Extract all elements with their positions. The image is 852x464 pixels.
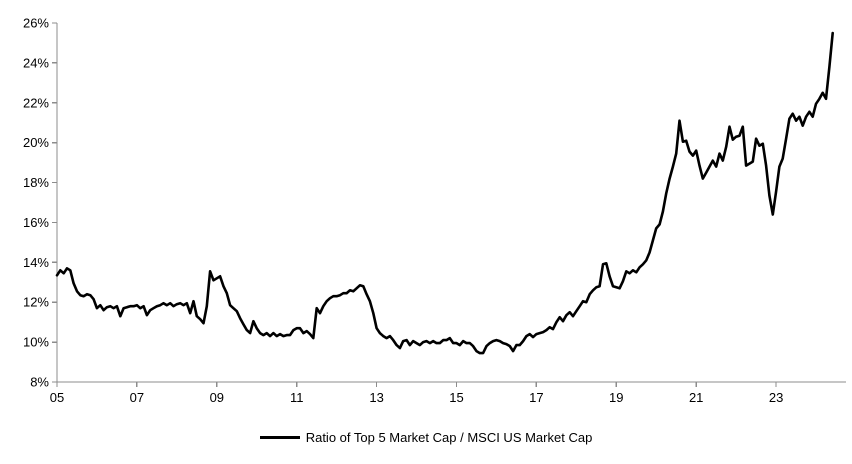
y-tick-label: 12%	[23, 295, 49, 310]
x-tick-label: 05	[50, 390, 64, 405]
x-tick-label: 11	[290, 390, 304, 405]
x-tick-label: 17	[529, 390, 543, 405]
ratio-series-line	[55, 31, 835, 355]
y-tick-label: 18%	[23, 175, 49, 190]
legend-label: Ratio of Top 5 Market Cap / MSCI US Mark…	[305, 430, 593, 445]
y-tick-label: 10%	[23, 335, 49, 350]
y-tick-label: 8%	[30, 375, 49, 390]
y-tick-label: 26%	[23, 16, 49, 31]
x-tick-label: 19	[609, 390, 623, 405]
x-tick-label: 09	[210, 390, 224, 405]
x-tick-label: 21	[689, 390, 703, 405]
y-tick-label: 22%	[23, 95, 49, 110]
legend: Ratio of Top 5 Market Cap / MSCI US Mark…	[0, 430, 852, 445]
x-tick-label: 15	[449, 390, 463, 405]
x-tick-label: 13	[369, 390, 383, 405]
y-tick-label: 14%	[23, 255, 49, 270]
y-tick-label: 24%	[23, 55, 49, 70]
x-tick-label: 07	[130, 390, 144, 405]
legend-line-icon	[259, 436, 300, 439]
x-tick-label: 23	[769, 390, 783, 405]
y-tick-label: 20%	[23, 135, 49, 150]
y-tick-label: 16%	[23, 215, 49, 230]
